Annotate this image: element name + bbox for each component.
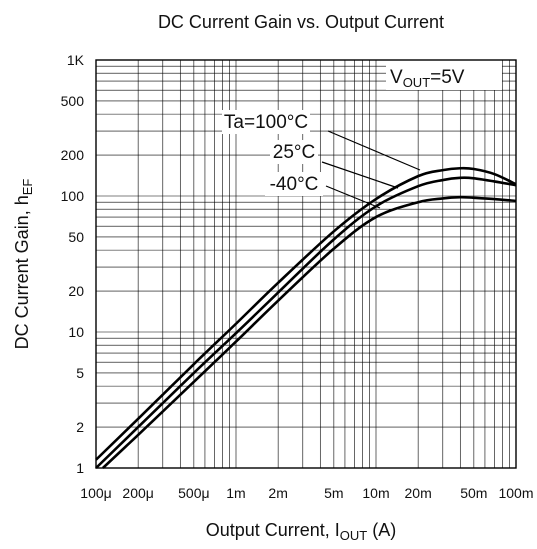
x-tick-label: 5m <box>324 485 343 501</box>
y-tick-label: 1 <box>76 460 84 476</box>
x-tick-label: 200μ <box>122 485 153 501</box>
series-curve-2 <box>102 195 517 469</box>
x-tick-label: 500μ <box>178 485 209 501</box>
y-tick-label: 1K <box>67 52 85 68</box>
x-tick-label: 50m <box>460 485 487 501</box>
y-tick-label: 20 <box>68 283 84 299</box>
condition-backdrop <box>386 60 502 90</box>
y-tick-label: 2 <box>76 419 84 435</box>
x-tick-label: 100m <box>498 485 533 501</box>
series-label-backdrop <box>270 140 318 164</box>
x-tick-label: 20m <box>405 485 432 501</box>
series-label-1: 25°C <box>273 142 315 163</box>
x-tick-label: 100μ <box>80 485 111 501</box>
x-tick-label: 10m <box>362 485 389 501</box>
series-leader-line <box>327 130 421 171</box>
y-tick-label: 50 <box>68 229 84 245</box>
series-curve-1 <box>95 176 517 469</box>
x-tick-label: 1m <box>226 485 245 501</box>
series-curves <box>95 166 517 469</box>
plot-frame <box>95 59 517 469</box>
y-tick-label: 100 <box>61 188 85 204</box>
x-axis-title: Output Current, IOUT (A) <box>206 520 397 543</box>
y-tick-label: 500 <box>61 93 85 109</box>
y-tick-label: 10 <box>68 324 84 340</box>
x-tick-label: 2m <box>268 485 287 501</box>
chart-title: DC Current Gain vs. Output Current <box>158 12 444 32</box>
series-labels: Ta=100°C 25°C -40°C <box>222 110 421 209</box>
series-leader-line <box>325 185 381 209</box>
series-label-0: Ta=100°C <box>224 112 308 133</box>
series-label-2: -40°C <box>270 174 319 195</box>
grid <box>96 60 516 468</box>
y-tick-labels: 1 2 5 10 20 50 100 200 500 1K <box>61 52 85 476</box>
condition-label: VOUT=5V <box>390 67 465 90</box>
y-axis-title: DC Current Gain, hEF <box>12 179 35 350</box>
series-label-backdrop <box>222 110 310 134</box>
y-tick-label: 200 <box>61 147 85 163</box>
series-curve-0 <box>95 166 517 461</box>
x-tick-labels: 100μ 200μ 500μ 1m 2m 5m 10m 20m 50m 100m <box>80 485 533 501</box>
series-label-backdrop <box>265 172 323 196</box>
series-leader-line <box>321 161 399 189</box>
y-tick-label: 5 <box>76 365 84 381</box>
